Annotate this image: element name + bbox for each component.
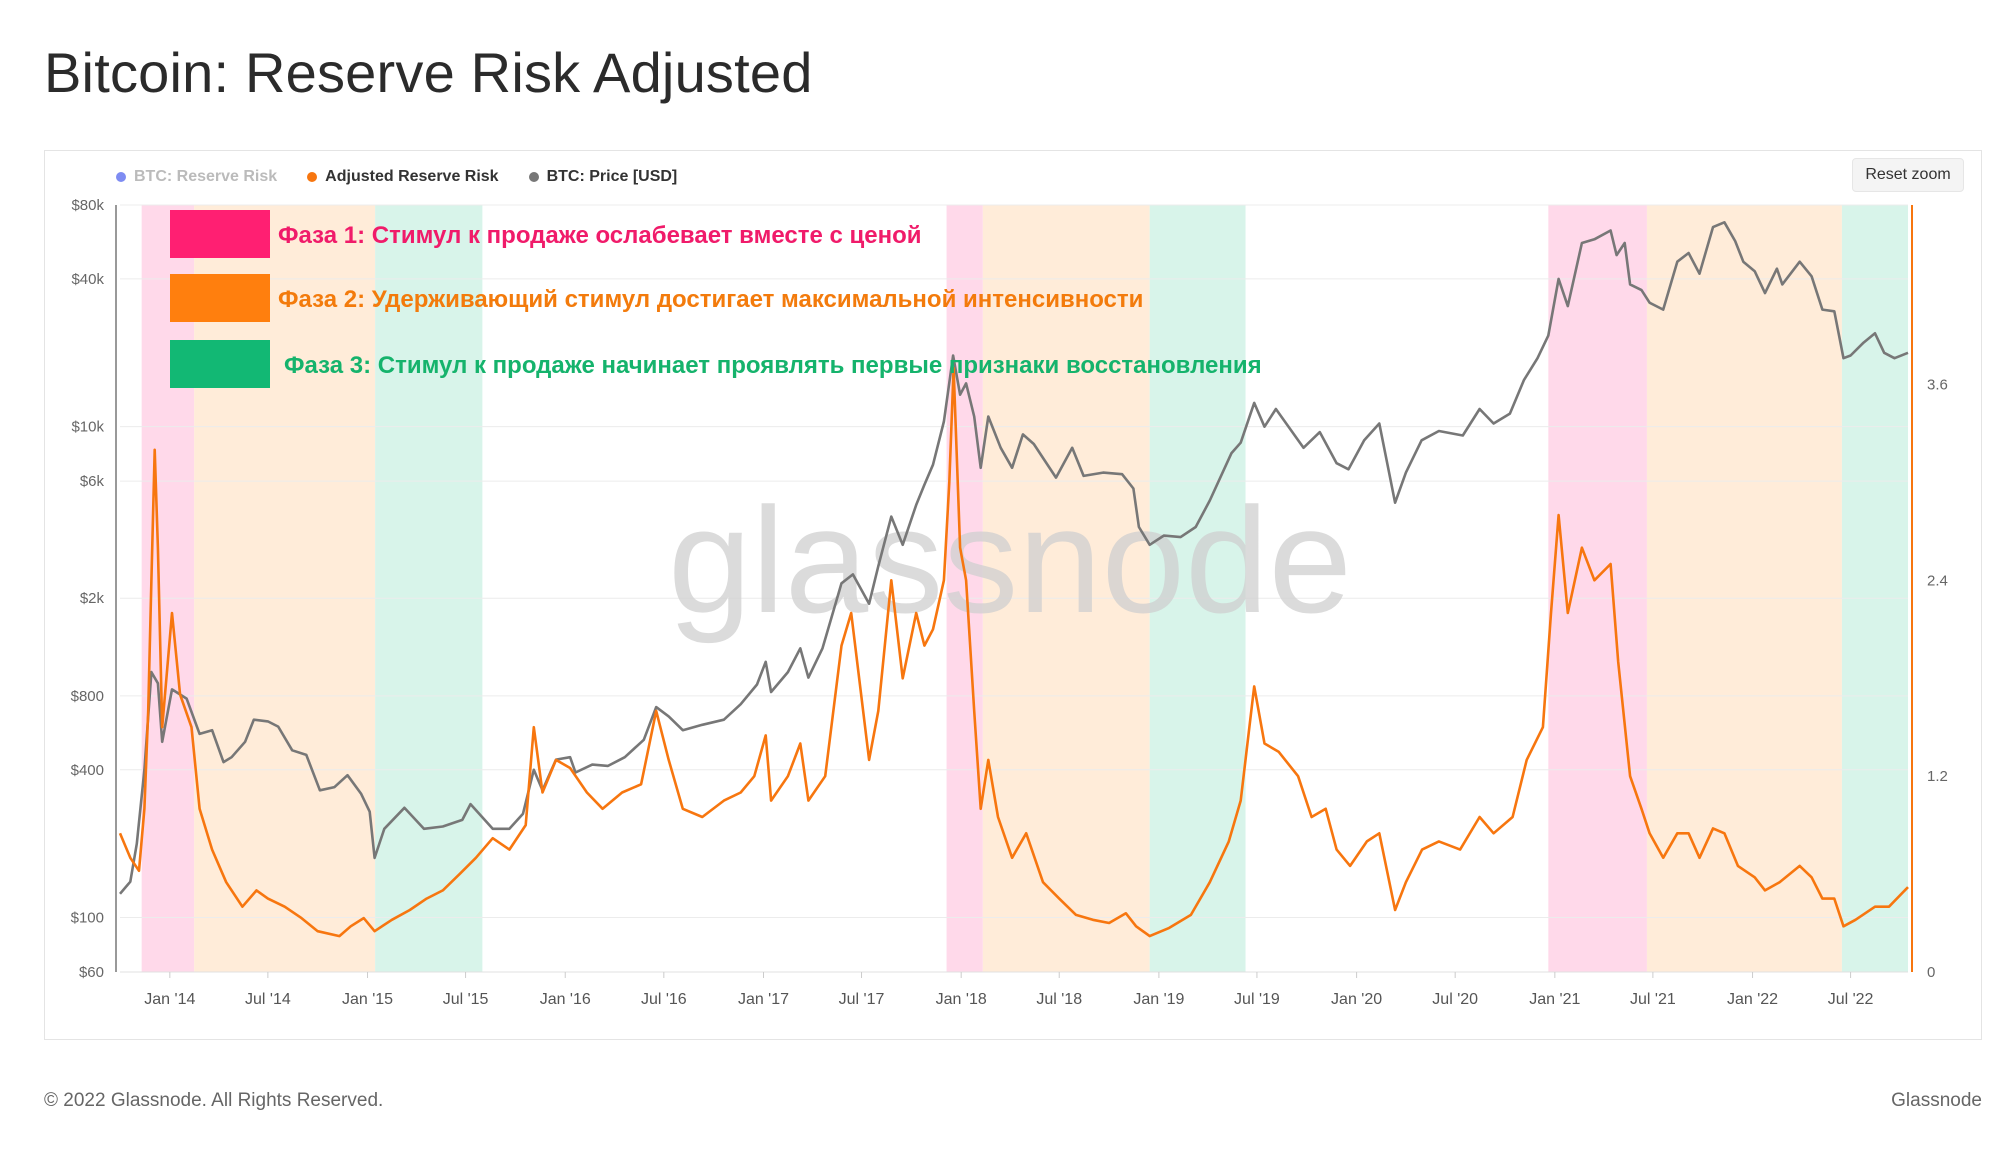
series-line-adjusted-reserve-risk — [118, 366, 1909, 938]
y-right-tick-label: 0 — [1927, 964, 1935, 981]
legend-item-btc-price[interactable]: BTC: Price [USD] — [528, 168, 678, 186]
y-left-tick-label: $800 — [71, 688, 104, 705]
legend-label: BTC: Price [USD] — [546, 168, 678, 185]
y-left-tick-label: $2k — [80, 590, 105, 607]
x-tick-label: Jan '21 — [1529, 991, 1580, 1008]
x-tick-label: Jan '14 — [144, 991, 195, 1008]
reset-zoom-button[interactable]: Reset zoom — [1852, 158, 1964, 192]
phase-band-3 — [1149, 205, 1246, 972]
phase-legend-swatch-3 — [170, 340, 270, 388]
x-tick-label: Jul '16 — [641, 991, 687, 1008]
footer-copyright: © 2022 Glassnode. All Rights Reserved. — [44, 1090, 384, 1111]
phase-band-2 — [1646, 205, 1842, 972]
x-tick-label: Jul '17 — [839, 991, 885, 1008]
legend-label: Adjusted Reserve Risk — [325, 168, 499, 185]
y-right-tick-label: 2.4 — [1927, 572, 1948, 589]
x-tick-label: Jan '17 — [738, 991, 789, 1008]
x-tick-label: Jul '14 — [245, 991, 291, 1008]
y-left-tick-label: $400 — [71, 762, 104, 779]
watermark-logo: glassnode — [668, 476, 1352, 644]
x-tick-label: Jul '15 — [443, 991, 489, 1008]
x-tick-label: Jul '19 — [1234, 991, 1280, 1008]
chart-legend: BTC: Reserve Risk Adjusted Reserve Risk … — [116, 168, 677, 186]
y-right-tick-label: 3.6 — [1927, 377, 1948, 394]
x-tick-label: Jan '16 — [540, 991, 591, 1008]
y-left-tick-label: $10k — [71, 419, 104, 436]
phase-legend-label-1: Фаза 1: Стимул к продаже ослабевает вмес… — [278, 222, 922, 249]
y-left-tick-label: $40k — [71, 271, 104, 288]
phase-legend-label-2: Фаза 2: Удерживающий стимул достигает ма… — [278, 286, 1143, 313]
phase-annotations: Фаза 1: Стимул к продаже ослабевает вмес… — [170, 210, 1262, 388]
phase-band-3 — [375, 205, 483, 972]
x-tick-label: Jan '22 — [1727, 991, 1778, 1008]
y-left-tick-label: $80k — [71, 197, 104, 214]
x-tick-label: Jul '20 — [1432, 991, 1478, 1008]
x-tick-label: Jan '15 — [342, 991, 393, 1008]
page-title: Bitcoin: Reserve Risk Adjusted — [44, 41, 813, 104]
x-axis: Jan '14 Jul '14 Jan '15 Jul '15 Jan '16 Jul '… — [144, 972, 1874, 1008]
phase-band-3 — [1841, 205, 1908, 972]
y-right-tick-label: 1.2 — [1927, 768, 1948, 785]
phase-band-1 — [1548, 205, 1647, 972]
footer-brand: Glassnode — [1891, 1090, 1982, 1111]
phase-band-2 — [982, 205, 1150, 972]
legend-label: BTC: Reserve Risk — [134, 168, 278, 185]
phase-legend-swatch-2 — [170, 274, 270, 322]
legend-dot-reserve-risk — [116, 172, 126, 182]
x-tick-label: Jan '20 — [1331, 991, 1382, 1008]
x-tick-label: Jan '18 — [936, 991, 987, 1008]
phase-legend-label-3: Фаза 3: Стимул к продаже начинает проявл… — [284, 352, 1262, 379]
legend-dot-adjusted-reserve-risk — [307, 172, 318, 182]
phase-band-2 — [194, 205, 376, 972]
legend-dot-btc-price — [528, 172, 539, 182]
x-tick-label: Jul '18 — [1036, 991, 1082, 1008]
y-left-tick-label: $6k — [80, 473, 105, 490]
phase-legend-swatch-1 — [170, 210, 270, 258]
x-tick-label: Jan '19 — [1133, 991, 1184, 1008]
y-left-tick-label: $60 — [79, 964, 104, 981]
y-axis-right: 0 1.2 2.4 3.6 — [1927, 377, 1948, 981]
x-tick-label: Jul '22 — [1828, 991, 1874, 1008]
phase-band-1 — [946, 205, 983, 972]
y-axis-left: $80k $40k $10k $6k $2k $800 $400 $100 $60 — [71, 197, 105, 981]
gridlines — [120, 204, 1908, 973]
legend-item-adjusted-reserve-risk[interactable]: Adjusted Reserve Risk — [307, 168, 499, 186]
series-line-btc-price — [119, 221, 1909, 895]
legend-item-reserve-risk[interactable]: BTC: Reserve Risk — [116, 168, 277, 186]
y-left-tick-label: $100 — [71, 910, 104, 927]
x-tick-label: Jul '21 — [1630, 991, 1676, 1008]
